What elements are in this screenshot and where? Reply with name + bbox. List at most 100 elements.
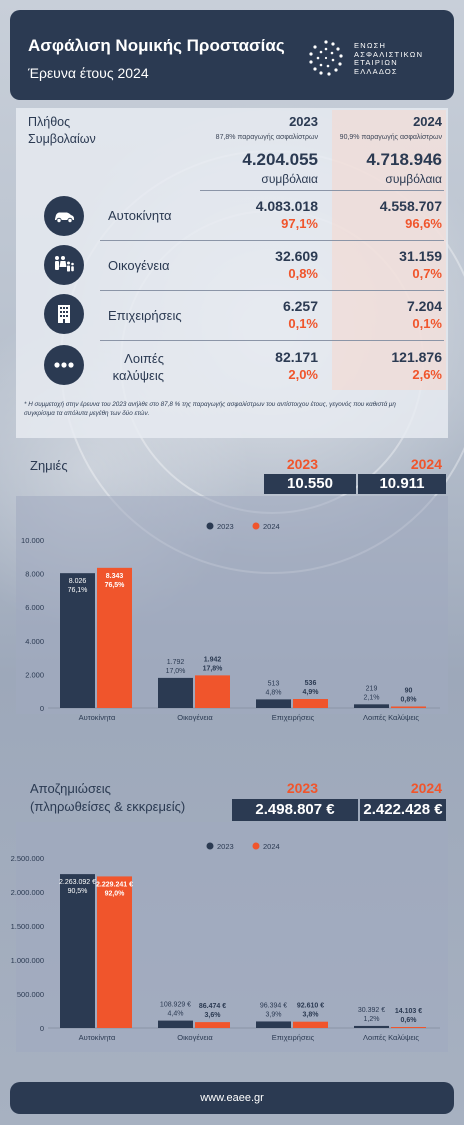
- x-tick-label: Αυτοκίνητα: [79, 1033, 116, 1042]
- legend-label: 2024: [263, 842, 280, 851]
- data-label-share: 3,6%: [205, 1012, 222, 1019]
- data-label-share: 0,8%: [401, 696, 418, 703]
- row-share-2023: 0,8%: [288, 266, 318, 281]
- row-value-2024: 7.204: [406, 298, 442, 314]
- policies-total-2023: 4.204.055: [242, 150, 318, 169]
- data-label-share: 3,9%: [266, 1011, 282, 1018]
- data-label-value: 14.103 €: [395, 1008, 422, 1015]
- data-label-value: 219: [366, 685, 378, 692]
- data-label-value: 92.610 €: [297, 1003, 324, 1010]
- policies-share-2024: 90,9% παραγωγής ασφαλίστρων: [339, 134, 442, 141]
- row-value-2023: 4.083.018: [255, 198, 318, 214]
- row-share-2023: 0,1%: [288, 316, 318, 331]
- row-label-other: Λοιπές καλύψεις: [100, 350, 164, 384]
- data-label-value: 8.343: [106, 573, 124, 580]
- policies-year-2024: 2024: [413, 114, 442, 129]
- bar-2024: [195, 1022, 230, 1028]
- row-label-line: Λοιπές: [124, 351, 164, 366]
- y-tick-label: 0: [40, 704, 44, 713]
- legend-marker: [252, 522, 260, 530]
- page-subtitle: Έρευνα έτους 2024: [28, 65, 149, 81]
- x-tick-label: Λοιπές Καλύψεις: [363, 1033, 419, 1042]
- bar-2023: [354, 1025, 389, 1028]
- data-label-value: 108.929 €: [160, 1002, 191, 1009]
- compensation-chart: 0 500.000 1.000.000 1.500.000 2.000.000 2.500…: [11, 842, 440, 1042]
- policies-unit-2023: συμβόλαια: [261, 172, 318, 186]
- row-icon-circle: [44, 196, 84, 236]
- row-share-2024: 0,7%: [412, 266, 442, 281]
- bar-2024: [97, 876, 132, 1028]
- policies-unit-2024: συμβόλαια: [385, 172, 442, 186]
- data-label-value: 1.792: [167, 659, 185, 666]
- legend-label: 2023: [217, 522, 234, 531]
- header-banner: Ασφάλιση Νομικής Προστασίας Έρευνα έτους…: [10, 10, 454, 100]
- data-label-share: 92,0%: [105, 890, 126, 897]
- divider: [100, 240, 444, 241]
- row-label-family: Οικογένεια: [108, 258, 170, 273]
- bar-2023: [60, 573, 95, 708]
- policies-label-line: Συμβολαίων: [28, 132, 96, 146]
- y-tick-label: 2.000: [25, 670, 44, 679]
- policies-total-2024: 4.718.946: [366, 150, 442, 169]
- y-tick-label: 6.000: [25, 603, 44, 612]
- x-tick-label: Επιχειρήσεις: [272, 713, 315, 722]
- data-label-share: 4,9%: [303, 689, 320, 696]
- footer-url-link[interactable]: www.eaee.gr: [200, 1092, 264, 1104]
- data-label-share: 17,8%: [203, 665, 224, 672]
- claims-year-2023: 2023: [286, 456, 318, 472]
- legend-marker: [252, 842, 260, 850]
- x-tick-label: Επιχειρήσεις: [272, 1033, 315, 1042]
- bar-2024: [391, 706, 426, 708]
- page-title: Ασφάλιση Νομικής Προστασίας: [28, 36, 285, 55]
- y-tick-label: 500.000: [17, 990, 44, 999]
- data-label-share: 1,2%: [364, 1016, 380, 1023]
- data-label-value: 96.394 €: [260, 1002, 287, 1009]
- row-share-2023: 97,1%: [281, 216, 318, 231]
- policies-year-2023: 2023: [289, 114, 318, 129]
- row-share-2023: 2,0%: [288, 367, 318, 382]
- data-label-share: 90,5%: [68, 888, 88, 895]
- data-label-value: 30.392 €: [358, 1007, 385, 1014]
- y-tick-label: 1.500.000: [11, 922, 44, 931]
- logo-line: ΕΤΑΙΡΙΩΝ: [354, 58, 398, 67]
- data-label-value: 86.474 €: [199, 1003, 226, 1010]
- claims-label: Ζημιές: [30, 458, 68, 473]
- footer-bar: www.eaee.gr: [10, 1082, 454, 1114]
- data-label-share: 76,5%: [105, 582, 126, 589]
- row-value-2024: 4.558.707: [379, 198, 442, 214]
- more-dots-icon: [54, 362, 74, 368]
- row-value-2023: 32.609: [275, 248, 318, 264]
- bar-2023: [256, 1021, 291, 1028]
- row-icon-circle: [44, 294, 84, 334]
- data-label-share: 2,1%: [364, 694, 380, 701]
- data-label-value: 2.229.241 €: [96, 881, 133, 888]
- x-tick-label: Οικογένεια: [177, 713, 213, 722]
- car-icon: [55, 212, 74, 224]
- compensation-year-2023: 2023: [286, 780, 318, 796]
- data-label-value: 536: [305, 680, 317, 687]
- data-label-value: 1.942: [204, 656, 222, 663]
- data-label-share: 17,0%: [166, 668, 186, 675]
- row-label-business: Επιχειρήσεις: [108, 308, 182, 323]
- logo-line: ΕΝΩΣΗ: [354, 41, 387, 50]
- logo-dots-icon: [309, 40, 343, 76]
- claims-total-2024: 10.911: [358, 474, 446, 494]
- data-label-share: 76,1%: [68, 587, 88, 594]
- data-label-value: 2.263.092 €: [59, 879, 96, 886]
- row-share-2024: 2,6%: [412, 367, 442, 382]
- bar-2023: [354, 704, 389, 708]
- y-tick-label: 2.000.000: [11, 888, 44, 897]
- compensation-label-line: (πληρωθείσες & εκκρεμείς): [30, 799, 186, 814]
- row-share-2024: 96,6%: [405, 216, 442, 231]
- y-tick-label: 4.000: [25, 637, 44, 646]
- row-share-2024: 0,1%: [412, 316, 442, 331]
- x-tick-label: Λοιπές Καλύψεις: [363, 713, 419, 722]
- data-label-share: 4,8%: [266, 689, 282, 696]
- compensation-year-2024: 2024: [410, 780, 442, 796]
- legend-label: 2023: [217, 842, 234, 851]
- x-tick-label: Οικογένεια: [177, 1033, 213, 1042]
- y-tick-label: 0: [40, 1024, 44, 1033]
- data-label-share: 4,4%: [168, 1011, 184, 1018]
- policies-label: Πλήθος Συμβολαίων: [28, 114, 96, 148]
- compensation-total-2024: 2.422.428 €: [360, 799, 446, 821]
